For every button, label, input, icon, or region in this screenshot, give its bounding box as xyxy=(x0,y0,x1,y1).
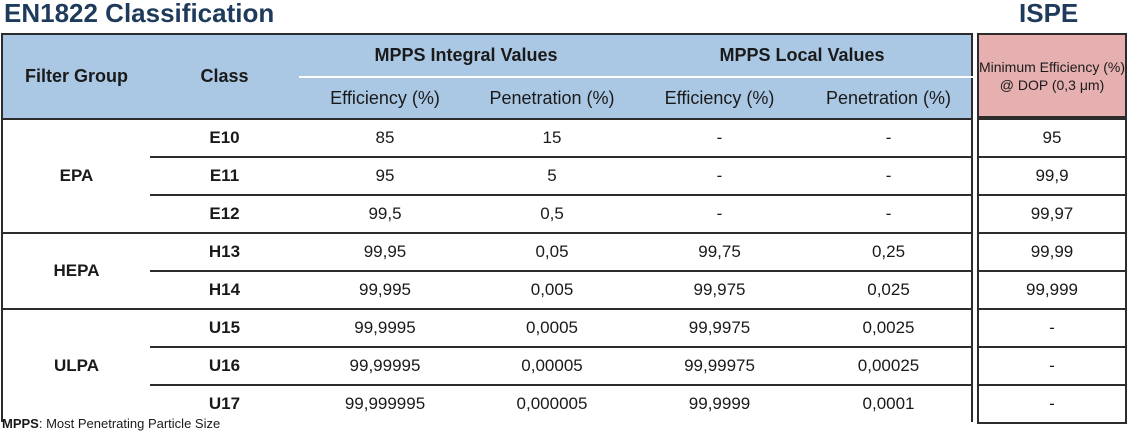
class-cell: H13 xyxy=(150,233,299,272)
integral-penetration-cell: 15 xyxy=(471,118,634,158)
header-integral-efficiency: Efficiency (%) xyxy=(299,77,471,119)
local-penetration-cell: 0,025 xyxy=(806,271,974,310)
local-efficiency-cell: - xyxy=(633,195,807,234)
class-cell: U15 xyxy=(150,309,299,348)
integral-efficiency-cell: 85 xyxy=(299,118,471,158)
class-cell: U17 xyxy=(208,394,241,413)
group-hepa: HEPA xyxy=(1,233,150,310)
table-row: - xyxy=(978,384,1126,423)
local-penetration-cell: - xyxy=(806,157,974,196)
ispe-table: Minimum Efficiency (%) @ DOP (0,3 μm) 95… xyxy=(977,33,1127,424)
ispe-cell: 99,99 xyxy=(978,232,1126,271)
integral-penetration-cell: 0,05 xyxy=(471,233,634,272)
class-cell: E11 xyxy=(150,157,299,196)
table-row: 99,999 xyxy=(978,270,1126,309)
local-efficiency-cell: 99,9999 xyxy=(688,394,751,413)
local-efficiency-cell: - xyxy=(633,118,807,158)
local-penetration-cell: 0,0001 xyxy=(806,385,974,422)
header-mpps-local: MPPS Local Values xyxy=(633,34,973,78)
table-row: - xyxy=(978,346,1126,385)
header-mpps-integral: MPPS Integral Values xyxy=(299,34,634,78)
integral-penetration-cell: 0,5 xyxy=(471,195,634,234)
integral-efficiency-cell: 99,95 xyxy=(299,233,471,272)
header-filter-group: Filter Group xyxy=(2,34,150,119)
ispe-cell: - xyxy=(978,308,1126,347)
header-local-efficiency: Efficiency (%) xyxy=(633,77,807,119)
table-row: 99,97 xyxy=(978,194,1126,233)
table-row: H14 99,995 0,005 99,975 0,025 xyxy=(2,271,974,310)
ispe-cell: - xyxy=(978,346,1126,385)
class-cell: E12 xyxy=(150,195,299,234)
table-row: U17 99,999995 0,000005 99,9999 0,0001 xyxy=(2,385,974,422)
local-penetration-cell: 0,00025 xyxy=(806,347,974,386)
footnote-text: : Most Penetrating Particle Size xyxy=(38,416,221,431)
table-row: E11 95 5 - - xyxy=(2,157,974,196)
local-efficiency-cell: 99,99975 xyxy=(633,347,807,386)
table-row: U16 99,99995 0,00005 99,99975 0,00025 xyxy=(2,347,974,386)
table-row: E12 99,5 0,5 - - xyxy=(2,195,974,234)
local-efficiency-cell: 99,9975 xyxy=(633,309,807,348)
integral-efficiency-cell: 99,5 xyxy=(299,195,471,234)
local-penetration-cell: - xyxy=(806,118,974,158)
integral-efficiency-cell: 99,995 xyxy=(299,271,471,310)
table-row: - xyxy=(978,308,1126,347)
group-ulpa: ULPA xyxy=(1,309,150,422)
class-cell: E10 xyxy=(150,118,299,158)
footnote: MPPS: Most Penetrating Particle Size xyxy=(2,416,220,431)
integral-efficiency-cell: 99,99995 xyxy=(299,347,471,386)
table-row: HEPA H13 99,95 0,05 99,75 0,25 xyxy=(1,233,974,310)
ispe-cell: 99,999 xyxy=(978,270,1126,309)
footnote-term: MPPS xyxy=(2,416,39,431)
ispe-cell: 95 xyxy=(978,116,1126,157)
ispe-cell: 99,97 xyxy=(978,194,1126,233)
table-row: ULPA U15 99,9995 0,0005 99,9975 0,0025 xyxy=(1,309,974,422)
header-local-penetration: Penetration (%) xyxy=(806,77,973,119)
header-class: Class xyxy=(150,34,299,119)
table-row: 95 xyxy=(978,116,1126,157)
integral-efficiency-cell: 99,9995 xyxy=(299,309,471,348)
ispe-cell: - xyxy=(978,384,1126,423)
header-integral-penetration: Penetration (%) xyxy=(471,77,634,119)
ispe-cell: 99,9 xyxy=(978,156,1126,195)
integral-efficiency-cell: 95 xyxy=(299,157,471,196)
class-cell: H14 xyxy=(150,271,299,310)
local-penetration-cell: 0,0025 xyxy=(806,309,974,348)
local-efficiency-cell: - xyxy=(633,157,807,196)
class-cell: U16 xyxy=(150,347,299,386)
group-epa: EPA xyxy=(1,118,150,234)
integral-penetration-cell: 0,000005 xyxy=(516,394,588,413)
page-title: EN1822 Classification xyxy=(4,0,275,28)
local-efficiency-cell: 99,75 xyxy=(633,233,807,272)
integral-penetration-cell: 0,005 xyxy=(471,271,634,310)
table-row: 99,9 xyxy=(978,156,1126,195)
header-ispe-min-efficiency: Minimum Efficiency (%) @ DOP (0,3 μm) xyxy=(978,34,1126,118)
local-efficiency-cell: 99,975 xyxy=(633,271,807,310)
integral-penetration-cell: 5 xyxy=(471,157,634,196)
table-row: EPA E10 85 15 - - xyxy=(1,118,974,234)
integral-penetration-cell: 0,0005 xyxy=(471,309,634,348)
table-row: 99,99 xyxy=(978,232,1126,271)
integral-efficiency-cell: 99,999995 xyxy=(344,394,426,413)
local-penetration-cell: - xyxy=(806,195,974,234)
en1822-table: Filter Group Class MPPS Integral Values … xyxy=(1,33,974,422)
integral-penetration-cell: 0,00005 xyxy=(471,347,634,386)
ispe-title: ISPE xyxy=(1019,0,1079,28)
local-penetration-cell: 0,25 xyxy=(806,233,974,272)
